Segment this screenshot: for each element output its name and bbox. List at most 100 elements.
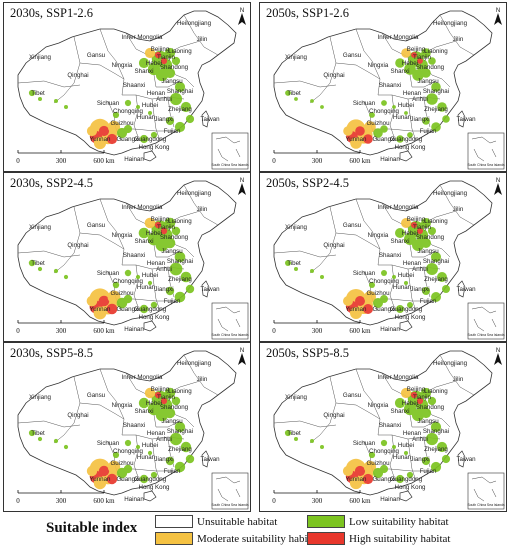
suitability-patch <box>395 474 405 484</box>
province-label: Tibet <box>287 90 301 97</box>
province-label: Shaanxi <box>123 252 145 259</box>
svg-text:South China Sea Islands: South China Sea Islands <box>211 503 249 507</box>
suitability-patch <box>150 301 158 309</box>
suitability-patch <box>106 303 118 315</box>
province-label: Zhejiang <box>168 446 192 453</box>
province-labels: Xinjiang Tibet Qinghai Gansu Inner Mongolia H… <box>29 190 220 333</box>
suitability-patch <box>138 57 150 69</box>
suitability-patch <box>174 421 186 433</box>
province-label: Guangdong <box>390 476 423 483</box>
suitability-patch <box>28 429 36 437</box>
province-label: Shandong <box>416 234 445 241</box>
province-label: Shandong <box>160 64 189 71</box>
suitability-patch <box>124 269 132 277</box>
suitability-patch <box>28 89 36 97</box>
suitability-patch <box>165 456 175 466</box>
province-label: Beijing <box>151 386 170 393</box>
province-label: Xinjiang <box>285 394 308 401</box>
province-label: Jiangxi <box>154 456 173 463</box>
svg-text:600 km: 600 km <box>349 327 371 335</box>
province-label: Qinghai <box>323 72 344 79</box>
suitability-patch <box>164 217 176 229</box>
svg-text:0: 0 <box>272 497 276 505</box>
suitability-patch <box>379 464 389 474</box>
suitability-patch <box>86 295 98 307</box>
province-label: Hebei <box>402 230 418 237</box>
suitability-patch <box>431 122 441 132</box>
province-label: Heilongjiang <box>433 360 468 367</box>
province-label: Shanghai <box>167 88 193 95</box>
suitability-patch <box>107 290 121 304</box>
svg-text:300: 300 <box>56 157 67 165</box>
province-label: Ningxia <box>112 402 133 409</box>
panel-title: 2030s, SSP5-8.5 <box>10 346 94 360</box>
suitability-patch <box>63 274 69 280</box>
suitability-patch <box>416 397 424 405</box>
province-label: Liaoning <box>424 48 448 55</box>
suitability-patch <box>174 291 186 303</box>
suitability-patch <box>396 135 404 143</box>
province-label: Hubei <box>142 442 158 449</box>
suitability-patch <box>421 456 431 466</box>
svg-text:600 km: 600 km <box>93 327 115 335</box>
suitability-patch <box>144 47 156 59</box>
suitability-layer <box>28 47 195 150</box>
province-label: Guizhou <box>110 290 134 297</box>
province-label: Zhejiang <box>168 276 192 283</box>
suitability-patch <box>442 285 450 293</box>
china-outline <box>273 350 493 496</box>
suitability-patch <box>406 471 414 479</box>
suitability-patch <box>425 432 439 446</box>
province-label: Guangxi <box>372 306 395 313</box>
suitability-layer <box>28 387 195 490</box>
china-outline <box>273 180 493 326</box>
province-label: Jilin <box>197 36 208 43</box>
taiwan-outline <box>201 110 210 128</box>
legend-label-high: High suitability habitat <box>349 532 451 545</box>
province-label: Fujian <box>164 298 181 305</box>
province-label: Henan <box>147 260 166 267</box>
legend-item-moderate: Moderate suitability habitat <box>155 532 319 545</box>
province-label: Shandong <box>160 234 189 241</box>
legend-swatch-high <box>307 532 345 545</box>
province-label: Jiangsu <box>417 248 439 255</box>
province-label: Fujian <box>164 468 181 475</box>
province-label: Tianjin <box>413 394 432 401</box>
hainan-outline <box>143 150 157 162</box>
province-label: Shaanxi <box>123 82 145 89</box>
province-label: Chongqing <box>113 448 143 455</box>
north-arrow-icon: N <box>238 178 246 195</box>
province-label: Inner Mongolia <box>122 204 163 211</box>
suitability-patch <box>411 222 417 228</box>
province-label: Gansu <box>87 222 106 229</box>
province-label: Hubei <box>142 272 158 279</box>
suitability-patch <box>355 296 365 306</box>
province-label: Xinjiang <box>285 224 308 231</box>
suitability-patch <box>421 48 431 58</box>
province-label: Sichuan <box>97 270 120 277</box>
province-label: Guangdong <box>390 136 423 143</box>
taiwan-outline <box>201 280 210 298</box>
svg-text:0: 0 <box>272 327 276 335</box>
province-label: Ningxia <box>368 232 389 239</box>
suitability-patch <box>138 397 150 409</box>
suitability-patch <box>437 102 447 112</box>
suitability-patch <box>364 121 376 133</box>
south-china-sea-inset: South China Sea Islands <box>211 132 249 170</box>
province-label: Shaanxi <box>379 82 401 89</box>
province-label: Gansu <box>87 392 106 399</box>
province-label: Shanxi <box>391 238 410 245</box>
province-label: Beijing <box>407 216 426 223</box>
province-label: Jiangsu <box>417 78 439 85</box>
province-label: Hong Kong <box>139 144 171 151</box>
suitability-patch <box>28 259 36 267</box>
province-label: Shanghai <box>423 258 449 265</box>
taiwan-outline <box>201 450 210 468</box>
suitability-patch <box>350 307 362 319</box>
province-label: Gansu <box>343 52 362 59</box>
suitability-patch <box>285 260 291 266</box>
svg-text:0: 0 <box>272 157 276 165</box>
north-arrow-icon: N <box>494 178 502 195</box>
province-label: Inner Mongolia <box>122 374 163 381</box>
suitability-patch <box>428 57 436 65</box>
